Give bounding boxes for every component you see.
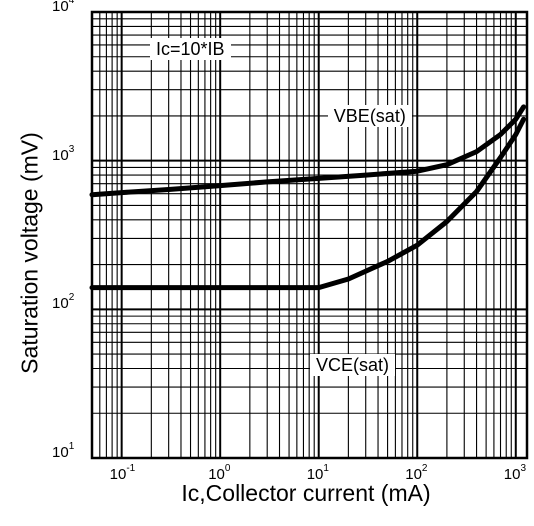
plot-frame: [90, 10, 529, 460]
x-tick-label: 10-1: [109, 463, 136, 483]
x-tick-label: 100: [208, 463, 231, 483]
chart-grid: [91, 11, 527, 459]
series-line-1: [89, 104, 527, 198]
x-axis-label: Ic,Collector current (mA): [181, 480, 431, 506]
annotation-vbe: VBE(sat): [327, 104, 412, 127]
y-tick-label: 101: [52, 441, 75, 461]
annotation-vce: VCE(sat): [309, 354, 395, 377]
y-tick-label: 104: [52, 0, 75, 15]
y-axis-label: Saturation voltage (mV): [16, 132, 43, 374]
x-tick-label: 101: [306, 463, 329, 483]
series-line-2: [89, 116, 527, 291]
y-tick-label: 103: [52, 143, 75, 164]
annotation-condition: Ic=10*IB: [150, 38, 231, 61]
x-tick-label: 102: [405, 463, 428, 483]
x-tick-label: 103: [503, 463, 527, 483]
chart-curves: [89, 104, 527, 291]
y-tick-label: 102: [52, 292, 75, 313]
